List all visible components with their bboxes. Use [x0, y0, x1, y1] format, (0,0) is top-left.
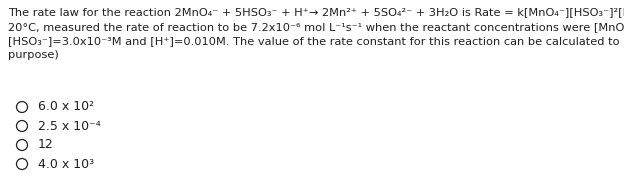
Text: 6.0 x 10²: 6.0 x 10² [38, 101, 94, 113]
Text: purpose): purpose) [8, 50, 59, 60]
Text: 12: 12 [38, 138, 54, 152]
Text: 20°C, measured the rate of reaction to be 7.2x10⁻⁶ mol L⁻¹s⁻¹ when the reactant : 20°C, measured the rate of reaction to b… [8, 22, 624, 32]
Text: [HSO₃⁻]=3.0x10⁻³M and [H⁺]=0.010M. The value of the rate constant for this react: [HSO₃⁻]=3.0x10⁻³M and [H⁺]=0.010M. The v… [8, 36, 624, 46]
Text: The rate law for the reaction 2MnO₄⁻ + 5HSO₃⁻ + H⁺→ 2Mn²⁺ + 5SO₄²⁻ + 3H₂O is Rat: The rate law for the reaction 2MnO₄⁻ + 5… [8, 8, 624, 18]
Text: 4.0 x 10³: 4.0 x 10³ [38, 158, 94, 170]
Text: 2.5 x 10⁻⁴: 2.5 x 10⁻⁴ [38, 119, 100, 133]
